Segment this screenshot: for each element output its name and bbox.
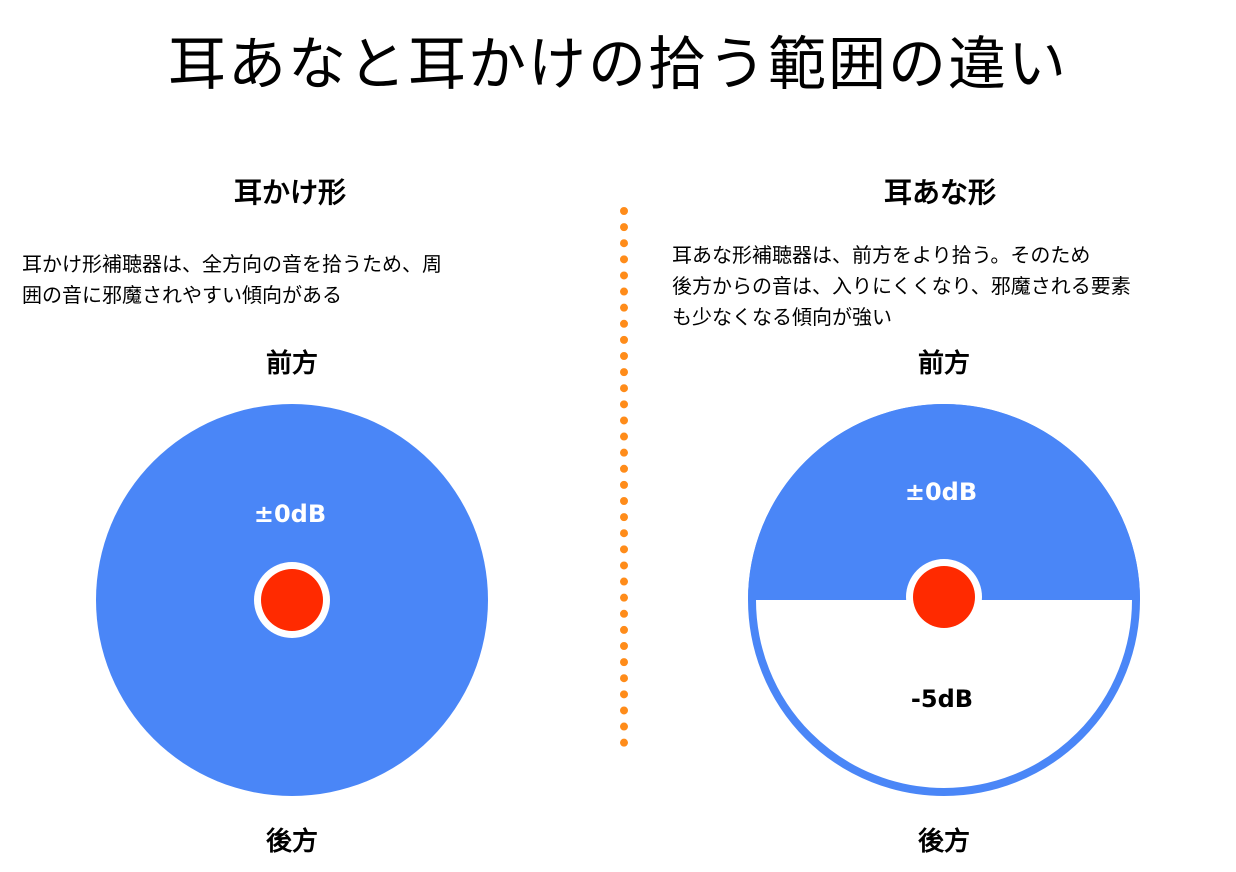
right-back-label: 後方 (917, 827, 970, 857)
right-back-db-label: -5dB (911, 685, 973, 713)
right-listener-dot (913, 566, 975, 628)
right-front-pickup-area (748, 404, 1140, 600)
page-title: 耳あなと耳かけの拾う範囲の違い (167, 30, 1068, 98)
right-panel-heading: 耳あな形 (883, 176, 996, 209)
left-panel-heading: 耳かけ形 (233, 176, 346, 209)
left-db-label: ±0dB (254, 500, 326, 528)
right-pickup-diagram: ±0dB -5dB (748, 404, 1140, 796)
right-front-db-label: ±0dB (905, 478, 977, 506)
left-panel-description: 耳かけ形補聴器は、全方向の音を拾うため、周 囲の音に邪魔されやすい傾向がある (22, 252, 442, 307)
right-front-label: 前方 (917, 349, 970, 379)
panel-divider (620, 207, 628, 747)
left-back-label: 後方 (265, 827, 318, 857)
right-panel-description: 耳あな形補聴器は、前方をより拾う。そのため 後方からの音は、入りにくくなり、邪魔… (672, 243, 1131, 329)
left-listener-dot (261, 569, 323, 631)
left-pickup-diagram: ±0dB (96, 404, 488, 796)
left-front-label: 前方 (265, 349, 318, 379)
